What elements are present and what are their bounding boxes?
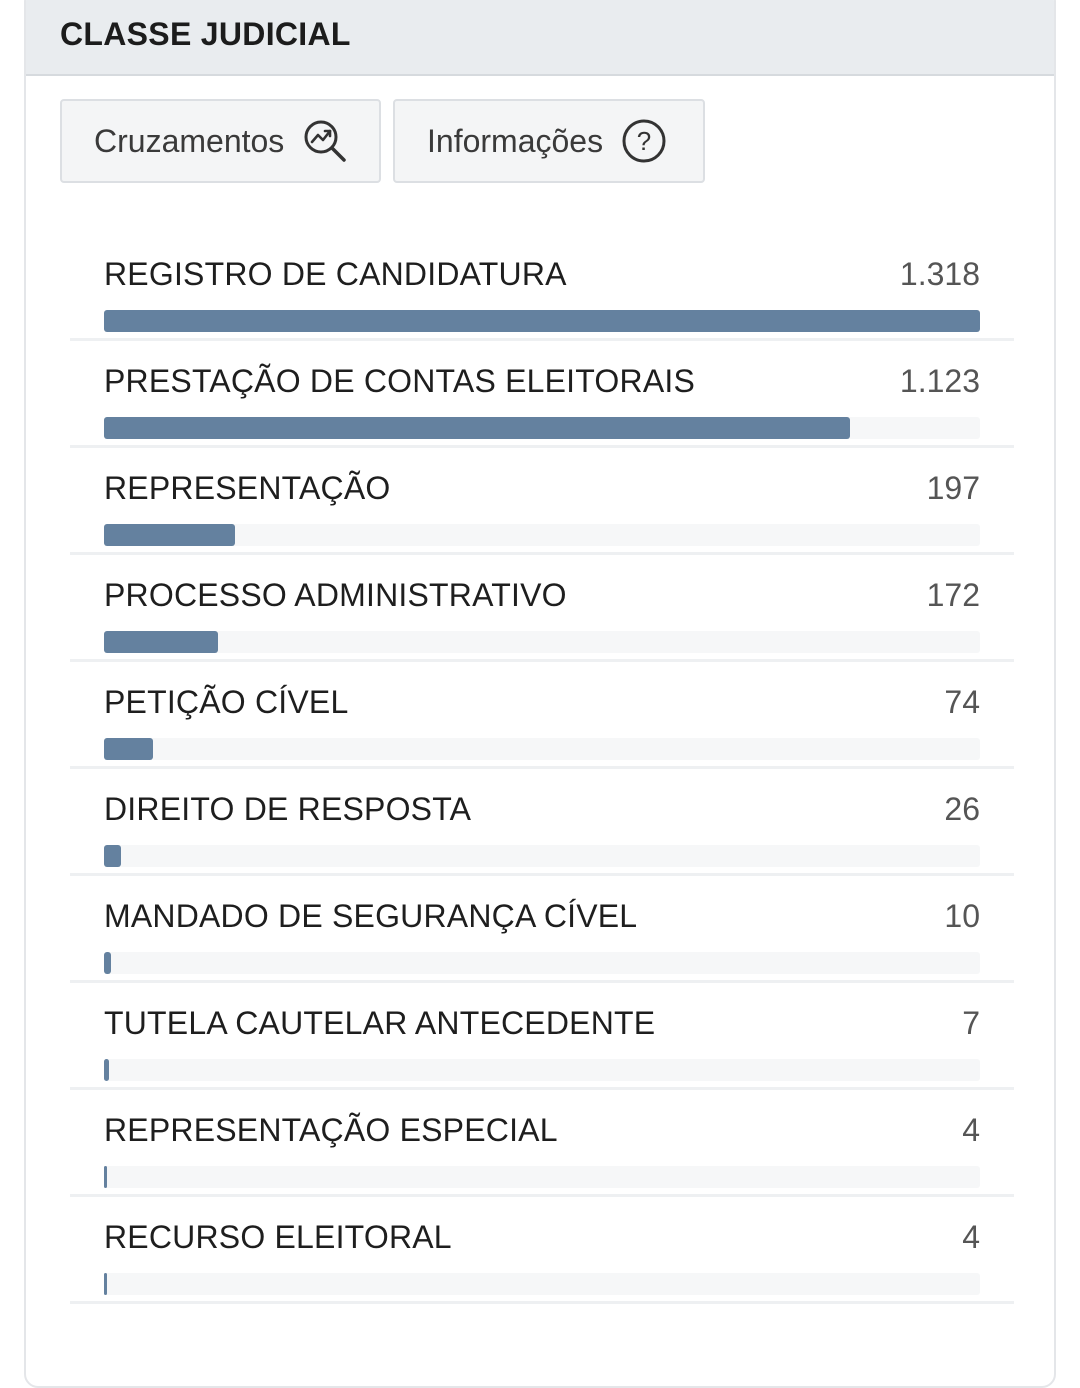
bar-label: REPRESENTAÇÃO xyxy=(104,470,391,506)
bar-fill xyxy=(104,1059,109,1081)
card-title: CLASSE JUDICIAL xyxy=(60,16,351,52)
classe-judicial-list: REGISTRO DE CANDIDATURA 1.318 PRESTAÇÃO DE… xyxy=(70,234,1014,1304)
cruzamentos-label: Cruzamentos xyxy=(94,122,285,159)
bar-value: 7 xyxy=(962,1005,980,1041)
bar-label: REPRESENTAÇÃO ESPECIAL xyxy=(104,1112,558,1148)
bar-value: 10 xyxy=(944,898,980,934)
bar-value: 1.123 xyxy=(899,363,980,399)
bar-row[interactable]: PRESTAÇÃO DE CONTAS ELEITORAIS 1.123 xyxy=(70,341,1014,448)
informacoes-label: Informações xyxy=(427,122,604,159)
bar-label: RECURSO ELEITORAL xyxy=(104,1219,452,1255)
bar-track xyxy=(104,952,980,974)
help-circle-icon: ? xyxy=(621,118,667,164)
bar-row[interactable]: PROCESSO ADMINISTRATIVO 172 xyxy=(70,555,1014,662)
bar-row[interactable]: DIREITO DE RESPOSTA 26 xyxy=(70,769,1014,876)
bar-value: 172 xyxy=(926,577,980,613)
bar-row[interactable]: REPRESENTAÇÃO 197 xyxy=(70,448,1014,555)
classe-judicial-card: CLASSE JUDICIAL Cruzamentos Informações … xyxy=(24,0,1056,1388)
bar-value: 26 xyxy=(944,791,980,827)
bar-track xyxy=(104,631,980,653)
bar-label: TUTELA CAUTELAR ANTECEDENTE xyxy=(104,1005,656,1041)
bar-fill xyxy=(104,1273,107,1295)
bar-fill xyxy=(104,631,219,653)
bar-row[interactable]: PETIÇÃO CÍVEL 74 xyxy=(70,662,1014,769)
bar-value: 4 xyxy=(962,1219,980,1255)
bar-track xyxy=(104,1059,980,1081)
bar-label: REGISTRO DE CANDIDATURA xyxy=(104,256,567,292)
informacoes-button[interactable]: Informações ? xyxy=(393,99,705,183)
bar-label: MANDADO DE SEGURANÇA CÍVEL xyxy=(104,898,638,934)
bar-track xyxy=(104,738,980,760)
bar-row[interactable]: TUTELA CAUTELAR ANTECEDENTE 7 xyxy=(70,983,1014,1090)
bar-fill xyxy=(104,417,851,439)
cruzamentos-button[interactable]: Cruzamentos xyxy=(60,99,381,183)
bar-row[interactable]: REGISTRO DE CANDIDATURA 1.318 xyxy=(70,234,1014,341)
bar-row[interactable]: MANDADO DE SEGURANÇA CÍVEL 10 xyxy=(70,876,1014,983)
bar-fill xyxy=(104,310,980,332)
bar-value: 4 xyxy=(962,1112,980,1148)
bar-fill xyxy=(104,952,111,974)
bar-label: PROCESSO ADMINISTRATIVO xyxy=(104,577,567,613)
svg-text:?: ? xyxy=(637,126,651,156)
bar-value: 74 xyxy=(944,684,980,720)
bar-track xyxy=(104,310,980,332)
bar-row[interactable]: RECURSO ELEITORAL 4 xyxy=(70,1197,1014,1304)
bar-track xyxy=(104,1166,980,1188)
bar-value: 1.318 xyxy=(899,256,980,292)
bar-label: DIREITO DE RESPOSTA xyxy=(104,791,472,827)
bar-track xyxy=(104,524,980,546)
bar-label: PETIÇÃO CÍVEL xyxy=(104,684,349,720)
bar-track xyxy=(104,845,980,867)
bar-value: 197 xyxy=(926,470,980,506)
bar-row[interactable]: REPRESENTAÇÃO ESPECIAL 4 xyxy=(70,1090,1014,1197)
bar-label: PRESTAÇÃO DE CONTAS ELEITORAIS xyxy=(104,363,696,399)
bar-track xyxy=(104,1273,980,1295)
card-header: CLASSE JUDICIAL xyxy=(26,0,1054,76)
bar-fill xyxy=(104,524,235,546)
bar-fill xyxy=(104,738,154,760)
search-trend-icon xyxy=(302,118,348,164)
bar-fill xyxy=(104,1166,107,1188)
bar-fill xyxy=(104,845,122,867)
bar-track xyxy=(104,417,980,439)
